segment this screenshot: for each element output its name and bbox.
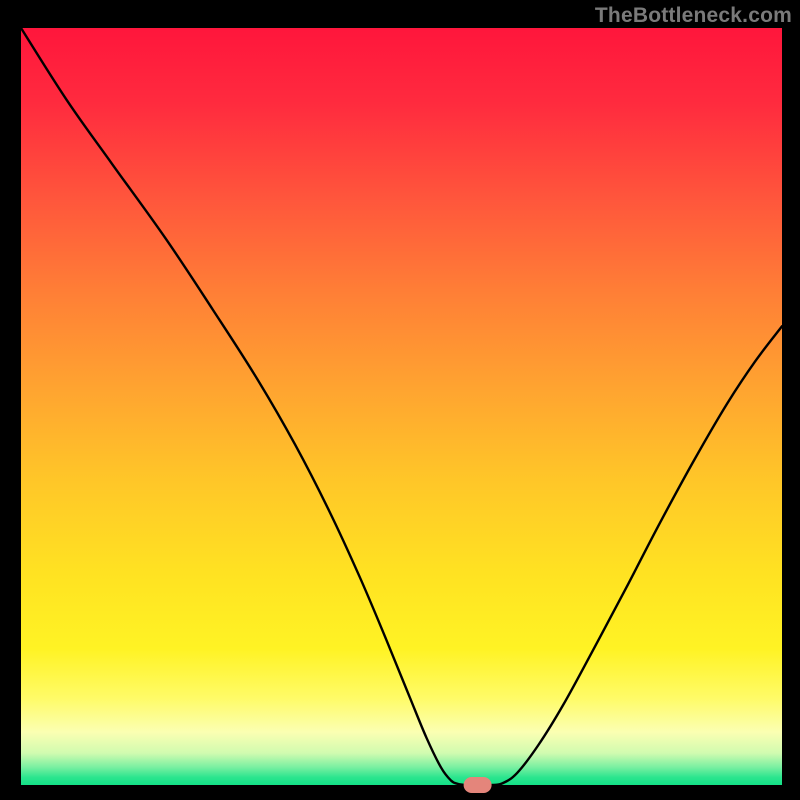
bottleneck-chart: TheBottleneck.com <box>0 0 800 800</box>
optimal-point-marker <box>464 777 492 793</box>
watermark-text: TheBottleneck.com <box>595 4 792 28</box>
gradient-curve-plot <box>0 0 800 800</box>
plot-gradient-bg <box>21 28 782 785</box>
